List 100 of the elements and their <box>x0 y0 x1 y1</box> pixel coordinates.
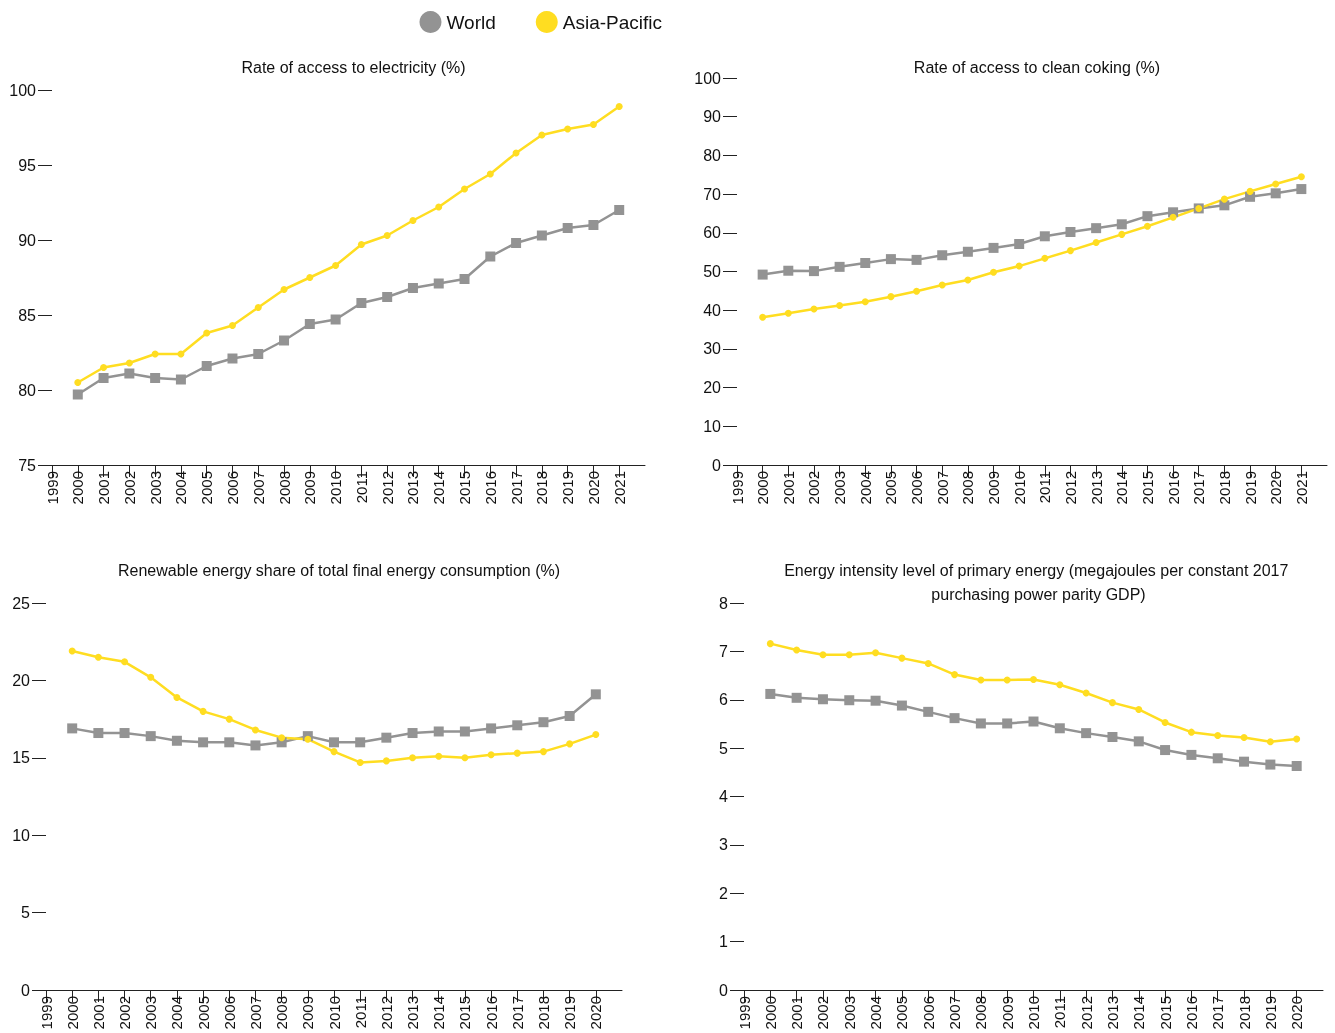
point <box>407 283 418 293</box>
x-tick-label: 2009 <box>299 996 317 1030</box>
x-tick-label: 2017 <box>1209 996 1227 1030</box>
point <box>765 688 776 699</box>
x-tick-label: 2014 <box>430 996 448 1030</box>
y-tick-label: 85 <box>18 306 37 324</box>
point <box>1066 247 1074 255</box>
point <box>872 649 880 657</box>
point <box>898 654 906 662</box>
x-tick-label: 2004 <box>168 996 186 1030</box>
point <box>199 707 207 715</box>
point <box>279 335 290 346</box>
point <box>486 170 494 178</box>
point <box>990 268 998 276</box>
point <box>1054 723 1065 734</box>
point <box>304 319 315 329</box>
y-tick-label: 0 <box>712 456 722 474</box>
y-tick-label: 70 <box>703 185 722 203</box>
y-tick-label: 75 <box>18 456 37 474</box>
point <box>1133 736 1144 747</box>
point <box>1142 211 1153 222</box>
x-tick-label: 2010 <box>327 471 345 505</box>
point <box>817 694 828 705</box>
y-tick-label: 8 <box>719 594 729 612</box>
x-tick-label: 2012 <box>378 471 396 505</box>
y-tick-label: 0 <box>21 981 31 999</box>
point <box>433 278 444 289</box>
point <box>330 748 338 756</box>
x-tick-label: 2006 <box>220 996 238 1030</box>
point <box>119 728 130 739</box>
x-tick-label: 2007 <box>946 996 964 1030</box>
x-tick-label: 2005 <box>198 471 216 505</box>
point <box>536 230 547 241</box>
x-tick-label: 2013 <box>404 996 422 1030</box>
x-tick-label: 2011 <box>1036 471 1054 504</box>
y-tick-label: 6 <box>719 691 729 709</box>
y-tick-label: 100 <box>694 69 722 87</box>
y-tick-label: 2 <box>719 884 729 902</box>
y-tick-label: 0 <box>719 981 729 999</box>
x-tick-label: 2010 <box>1010 471 1028 505</box>
x-tick-label: 2015 <box>1138 471 1156 505</box>
point <box>74 379 82 386</box>
x-tick-label: 2011 <box>352 471 370 504</box>
x-tick-label: 2010 <box>325 996 343 1030</box>
point <box>791 692 802 703</box>
x-tick-label: 2001 <box>89 996 107 1030</box>
x-tick-label: 2009 <box>998 996 1016 1030</box>
x-tick-label: 2019 <box>1241 471 1259 505</box>
x-tick-label: 2006 <box>919 996 937 1030</box>
x-tick-label: 2003 <box>146 471 164 505</box>
legend-label: Asia-Pacific <box>562 11 662 33</box>
x-tick-label: 2020 <box>1288 996 1306 1030</box>
point <box>1293 735 1301 743</box>
x-tick-label: 1999 <box>43 471 61 505</box>
point <box>198 737 209 748</box>
point <box>588 220 599 230</box>
y-tick-label: 3 <box>719 836 729 854</box>
point <box>977 676 985 684</box>
x-tick-label: 2002 <box>805 471 823 505</box>
x-tick-label: 2007 <box>249 471 267 505</box>
point <box>1116 219 1127 230</box>
point <box>329 737 339 748</box>
x-tick-label: 2001 <box>788 996 806 1030</box>
y-tick-label: 25 <box>12 594 31 612</box>
x-tick-label: 2017 <box>507 471 525 505</box>
point <box>251 726 259 734</box>
point <box>784 309 792 317</box>
point <box>486 723 497 734</box>
x-tick-label: 2000 <box>63 996 81 1030</box>
x-tick-label: 2019 <box>561 996 579 1030</box>
legend-label: World <box>446 11 496 33</box>
point <box>962 246 973 257</box>
x-tick-label: 2013 <box>404 471 422 505</box>
x-tick-label: 2000 <box>761 996 779 1030</box>
chart-title: Renewable energy share of total final energy consumption (%) <box>117 561 561 579</box>
x-tick-label: 2020 <box>587 996 605 1030</box>
point <box>487 751 495 759</box>
point <box>459 274 470 284</box>
x-tick-label: 2008 <box>959 471 977 505</box>
y-tick-label: 5 <box>719 739 729 757</box>
x-tick-label: 1999 <box>37 996 55 1030</box>
x-tick-label: 2017 <box>508 996 526 1030</box>
point <box>844 695 855 706</box>
point <box>1091 223 1102 234</box>
x-tick-label: 2020 <box>1267 471 1285 505</box>
point <box>1014 239 1025 250</box>
x-tick-label: 2005 <box>882 471 900 505</box>
point <box>1239 756 1250 767</box>
point <box>330 314 341 325</box>
x-tick-label: 2016 <box>1164 471 1182 505</box>
point <box>1220 195 1228 203</box>
x-tick-label: 2011 <box>1051 996 1069 1029</box>
point <box>1246 187 1254 195</box>
point <box>383 232 391 239</box>
point <box>512 720 523 731</box>
y-tick-label: 7 <box>719 642 729 660</box>
x-tick-label: 1999 <box>735 996 753 1030</box>
point <box>861 298 869 306</box>
point <box>590 689 601 700</box>
x-tick-label: 2002 <box>120 471 138 505</box>
